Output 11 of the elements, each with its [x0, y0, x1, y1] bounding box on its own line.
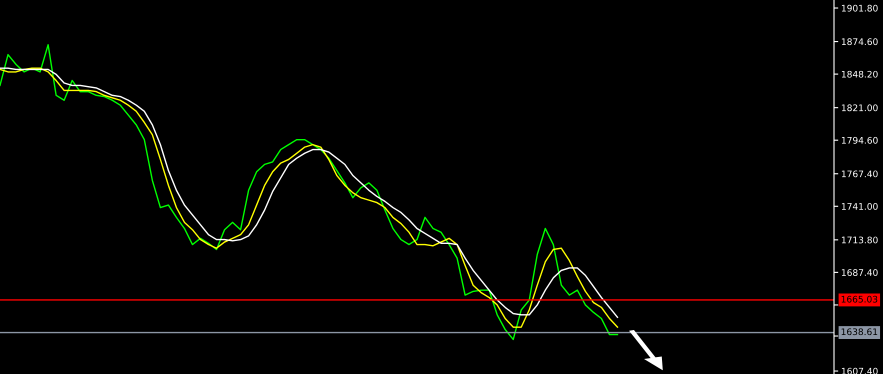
y-tick-label: 1794.60 — [842, 136, 878, 144]
y-tick-label: 1713.80 — [842, 236, 878, 244]
y-tick-label: 1687.40 — [842, 269, 878, 276]
y-tick-label: 1767.40 — [842, 170, 878, 178]
y-tick-label: 1741.00 — [842, 203, 878, 210]
ref-line-label: 1638.61 — [842, 328, 878, 336]
y-tick-label: 1821.00 — [842, 104, 878, 112]
ref-line-label: 1665.03 — [842, 296, 878, 303]
y-tick-label: 1848.20 — [842, 70, 878, 78]
y-tick-label: 1874.60 — [842, 38, 878, 46]
y-tick-label: 1901.80 — [842, 4, 878, 12]
